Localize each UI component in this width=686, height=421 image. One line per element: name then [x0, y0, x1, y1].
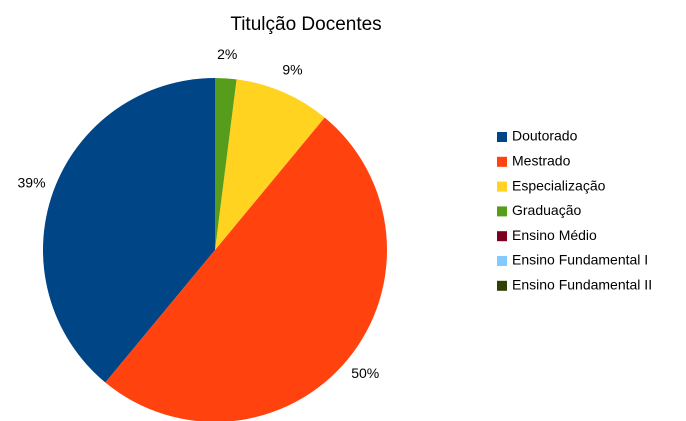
data-label: 2%: [217, 46, 237, 62]
legend-label: Mestrado: [512, 153, 571, 169]
pie-slice: [215, 78, 237, 250]
data-label: 9%: [282, 62, 302, 78]
data-label: 50%: [351, 365, 379, 381]
legend-swatch: [497, 280, 507, 291]
legend-swatch: [497, 156, 507, 167]
data-label: 39%: [18, 175, 46, 191]
legend-label: Especialização: [512, 177, 606, 193]
pie-slice: [105, 117, 388, 421]
legend-swatch: [497, 256, 507, 266]
legend-label: Doutorado: [512, 128, 578, 144]
legend-swatch: [497, 181, 507, 192]
legend-swatch: [497, 132, 507, 142]
legend-label: Ensino Fundamental II: [512, 277, 652, 293]
pie-slice: [215, 79, 325, 251]
legend-swatch: [497, 231, 507, 242]
legend-label: Ensino Médio: [512, 227, 597, 243]
legend-label: Graduação: [512, 202, 581, 218]
chart-title: Titulção Docentes: [230, 14, 381, 35]
legend-swatch: [497, 206, 507, 217]
legend-label: Ensino Fundamental I: [512, 252, 648, 268]
pie-slice: [43, 78, 216, 383]
